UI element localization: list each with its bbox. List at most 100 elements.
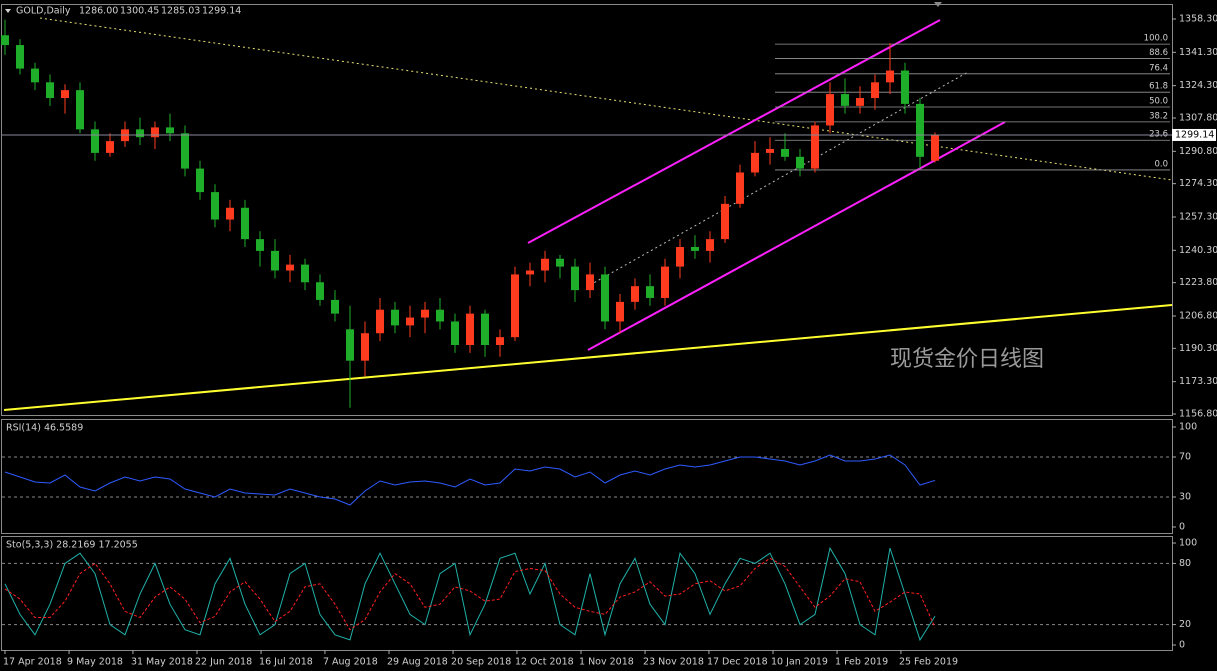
y-tick-label: 30 [1179, 492, 1191, 503]
y-tick-label: 1257.30 [1179, 211, 1217, 222]
candle-body [271, 250, 279, 271]
y-tick-label: 100 [1179, 538, 1197, 549]
x-tick-label: 17 Dec 2018 [707, 657, 768, 668]
candle-body [61, 90, 69, 98]
last-price-label: 1299.14 [1175, 129, 1214, 140]
candle-body [91, 129, 99, 153]
fib-label: 50.0 [1149, 97, 1168, 107]
shift-marker [934, 2, 942, 7]
candle-body [916, 103, 924, 157]
y-tick-label: 1358.30 [1179, 13, 1217, 24]
y-tick-label: 1274.30 [1179, 178, 1217, 189]
stoch-pane [1, 536, 1173, 651]
candle-body [436, 309, 444, 322]
candle-body [211, 192, 219, 220]
x-tick-label: 9 May 2018 [67, 657, 123, 668]
rsi-pane [1, 419, 1173, 534]
y-tick-label: 0 [1179, 640, 1185, 651]
x-tick-label: 1 Nov 2018 [579, 657, 634, 668]
candle-body [46, 82, 54, 98]
quote-high: 1300.45 [120, 6, 159, 17]
candle-body [616, 301, 624, 322]
support-line [3, 304, 1173, 411]
candle-body [706, 239, 714, 251]
candle-body [526, 270, 534, 275]
candle-body [406, 317, 414, 326]
candle-body [601, 274, 609, 322]
candle-body [826, 94, 834, 126]
candle-body [796, 156, 804, 169]
y-tick-label: 1156.80 [1179, 409, 1217, 420]
x-tick-label: 1 Feb 2019 [835, 657, 888, 668]
x-tick-label: 20 Sep 2018 [451, 657, 511, 668]
fib-label: 0.0 [1154, 159, 1168, 169]
symbol-title: GOLD,Daily [16, 6, 71, 17]
x-tick-label: 16 Jul 2018 [259, 657, 313, 668]
candle-body [781, 148, 789, 157]
candle-body [886, 70, 894, 83]
candle-body [586, 274, 594, 291]
candle-body [496, 337, 504, 345]
quote-open: 1286.00 [79, 6, 118, 17]
candle-body [871, 82, 879, 98]
candle-body [256, 239, 264, 251]
fib-label: 76.4 [1149, 63, 1168, 73]
y-tick-label: 0 [1179, 522, 1185, 533]
candle-body [751, 152, 759, 173]
fib-label: 88.6 [1149, 48, 1168, 58]
main-pane [1, 4, 1173, 416]
y-tick-label: 1290.80 [1179, 146, 1217, 157]
x-tick-label: 10 Jan 2019 [771, 657, 828, 668]
x-tick-label: 23 Nov 2018 [643, 657, 704, 668]
fib-label: 38.2 [1149, 111, 1168, 121]
candle-body [931, 134, 939, 161]
y-tick-label: 1206.80 [1179, 310, 1217, 321]
x-tick-label: 7 Aug 2018 [323, 657, 378, 668]
candle-body [196, 168, 204, 193]
channel-upper [527, 19, 941, 244]
y-tick-label: 1173.30 [1179, 376, 1217, 387]
candle-body [31, 68, 39, 83]
watermark: 现货金价日线图 [890, 347, 1044, 372]
fib-label: 61.8 [1149, 82, 1168, 92]
candle-body [316, 282, 324, 300]
candle-body [331, 299, 339, 314]
candle-body [721, 203, 729, 240]
x-tick-label: 17 Apr 2018 [3, 657, 62, 668]
candle-body [226, 207, 234, 220]
candle-body [241, 207, 249, 240]
x-tick-label: 25 Feb 2019 [899, 657, 958, 668]
series-line [4, 546, 936, 642]
y-tick-label: 1307.80 [1179, 112, 1217, 123]
candle-body [736, 172, 744, 204]
candle-body [676, 246, 684, 267]
candle-body [286, 264, 294, 271]
candle-body [106, 141, 114, 153]
candle-body [661, 266, 669, 298]
trend-line-dotted [39, 17, 1173, 181]
quote-low: 1285.03 [161, 6, 200, 17]
candle-body [646, 286, 654, 298]
candle-body [811, 125, 819, 169]
y-tick-label: 1190.30 [1179, 343, 1217, 354]
candle-body [16, 45, 24, 69]
y-tick-label: 70 [1179, 452, 1191, 463]
candle-body [136, 129, 144, 138]
candle-body [466, 313, 474, 345]
x-tick-label: 22 Jun 2018 [195, 657, 252, 668]
candle-body [361, 333, 369, 361]
candle-body [511, 274, 519, 338]
rsi-title: RSI(14) 46.5589 [6, 423, 83, 434]
candle-body [481, 313, 489, 345]
candle-body [571, 266, 579, 291]
y-tick-label: 80 [1179, 558, 1191, 569]
series-line [4, 557, 936, 631]
candle-body [1, 35, 9, 46]
menu-arrow[interactable] [5, 9, 11, 13]
candle-body [901, 70, 909, 104]
candle-body [541, 258, 549, 271]
candle-body [451, 321, 459, 345]
candle-body [631, 286, 639, 302]
